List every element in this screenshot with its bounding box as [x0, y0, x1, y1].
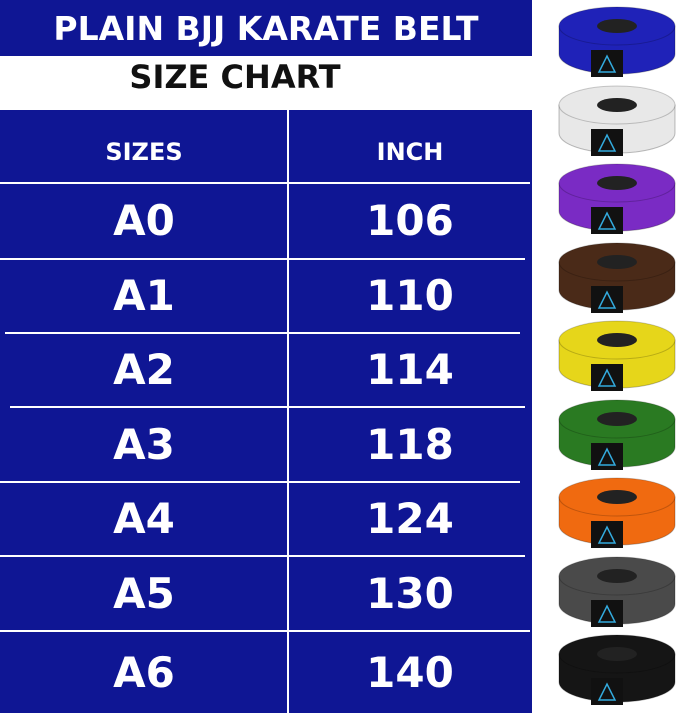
table-cell-inch: 110: [366, 271, 454, 320]
belt-image: [555, 475, 679, 551]
header-inch: INCH: [376, 138, 444, 166]
belt-image: [555, 554, 679, 630]
row-divider: [5, 332, 520, 334]
row-divider: [0, 630, 530, 632]
belt-image: [555, 397, 679, 473]
belt-image: [555, 161, 679, 237]
row-divider: [0, 481, 520, 483]
belt-image: [555, 240, 679, 316]
belt-image: [555, 318, 679, 394]
table-cell-size: A0: [113, 196, 175, 245]
table-cell-inch: 114: [366, 345, 454, 394]
table-cell-size: A6: [113, 647, 175, 697]
belt-image: [555, 83, 679, 159]
table-cell-inch: 106: [366, 196, 454, 245]
column-divider: [287, 110, 289, 713]
belt-image: [555, 4, 679, 80]
table-cell-inch: 124: [366, 494, 454, 543]
row-divider: [10, 406, 525, 408]
table-cell-size: A3: [113, 419, 175, 469]
size-table: SIZES INCH A0 106 A1 110 A2 114 A3 118 A4 124 A5 13…: [0, 110, 532, 713]
table-cell-size: A5: [113, 568, 175, 618]
table-cell-inch: 140: [366, 647, 454, 697]
row-divider: [0, 182, 530, 184]
table-cell-inch: 118: [366, 419, 454, 469]
header-sizes: SIZES: [105, 138, 183, 166]
table-cell-inch: 130: [366, 568, 454, 618]
table-cell-size: A2: [113, 345, 175, 394]
table-cell-size: A1: [113, 271, 175, 320]
row-divider: [0, 258, 525, 260]
belt-image: [555, 632, 679, 708]
subtitle: SIZE CHART: [129, 58, 341, 96]
table-cell-size: A4: [113, 494, 175, 543]
row-divider: [0, 555, 525, 557]
title-banner: PLAIN BJJ KARATE BELT: [0, 0, 532, 56]
